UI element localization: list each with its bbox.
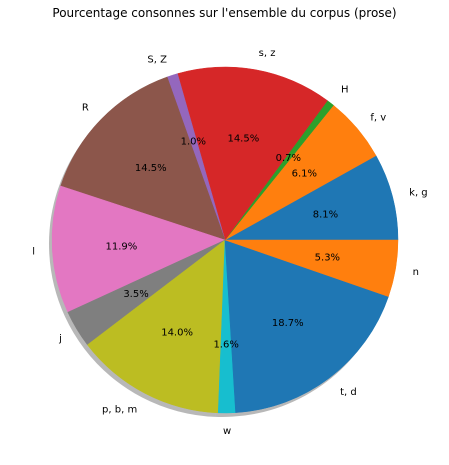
pie-category-label-n: n (413, 267, 419, 278)
pie-percent-label-k-g: 8.1% (313, 209, 338, 220)
pie-percent-label-h: 0.7% (276, 153, 301, 164)
pie-slice-p-b-m (87, 239, 226, 414)
pie-slice-n (224, 239, 399, 297)
chart-title: Pourcentage consonnes sur l'ensemble du … (52, 6, 396, 20)
pie-percent-labels: 8.1% 6.1% 0.7% 14.5% 1.0% 14.5% 11.9% 3.5% 14.0%… (105, 133, 340, 350)
pie-category-label-t-d: t, d (340, 387, 357, 398)
pie-percent-label-j: 3.5% (123, 289, 148, 300)
pie-category-label-w: w (223, 426, 231, 437)
pie-category-label-j: j (58, 333, 62, 344)
pie-slice-t-d (224, 239, 389, 413)
pie-category-label-s-z: S, Z (147, 54, 167, 65)
pie-percent-label-t-d: 18.7% (272, 318, 304, 329)
pie-slice-s-z (177, 66, 328, 241)
pie-category-label-k-g: k, g (409, 188, 428, 199)
pie-category-label-p-b-m: p, b, m (102, 404, 137, 415)
pie-percent-label-n: 5.3% (315, 253, 340, 264)
pie-percent-label-s-z: 1.0% (181, 137, 206, 148)
pie-category-label-r: R (82, 103, 89, 114)
pie-wedges (51, 66, 399, 414)
pie-percent-label-w: 1.6% (213, 339, 238, 350)
pie-percent-label-r: 14.5% (135, 163, 167, 174)
pie-percent-label-l: 11.9% (105, 241, 137, 252)
pie-percent-label-s-z: 14.5% (227, 133, 259, 144)
pie-percent-label-p-b-m: 14.0% (161, 328, 193, 339)
pie-category-label-h: H (341, 85, 349, 96)
pie-category-label-l: l (32, 246, 35, 257)
pie-category-labels: k, g f, v Hs, z S, Z Rl j p, b, m w t, d n (32, 48, 427, 437)
pie-slice-k-g (224, 155, 399, 241)
pie-category-label-s-z: s, z (259, 48, 276, 59)
pie-category-label-f-v: f, v (370, 113, 386, 124)
pie-percent-label-f-v: 6.1% (292, 169, 317, 180)
pie-slice-l (51, 185, 226, 313)
